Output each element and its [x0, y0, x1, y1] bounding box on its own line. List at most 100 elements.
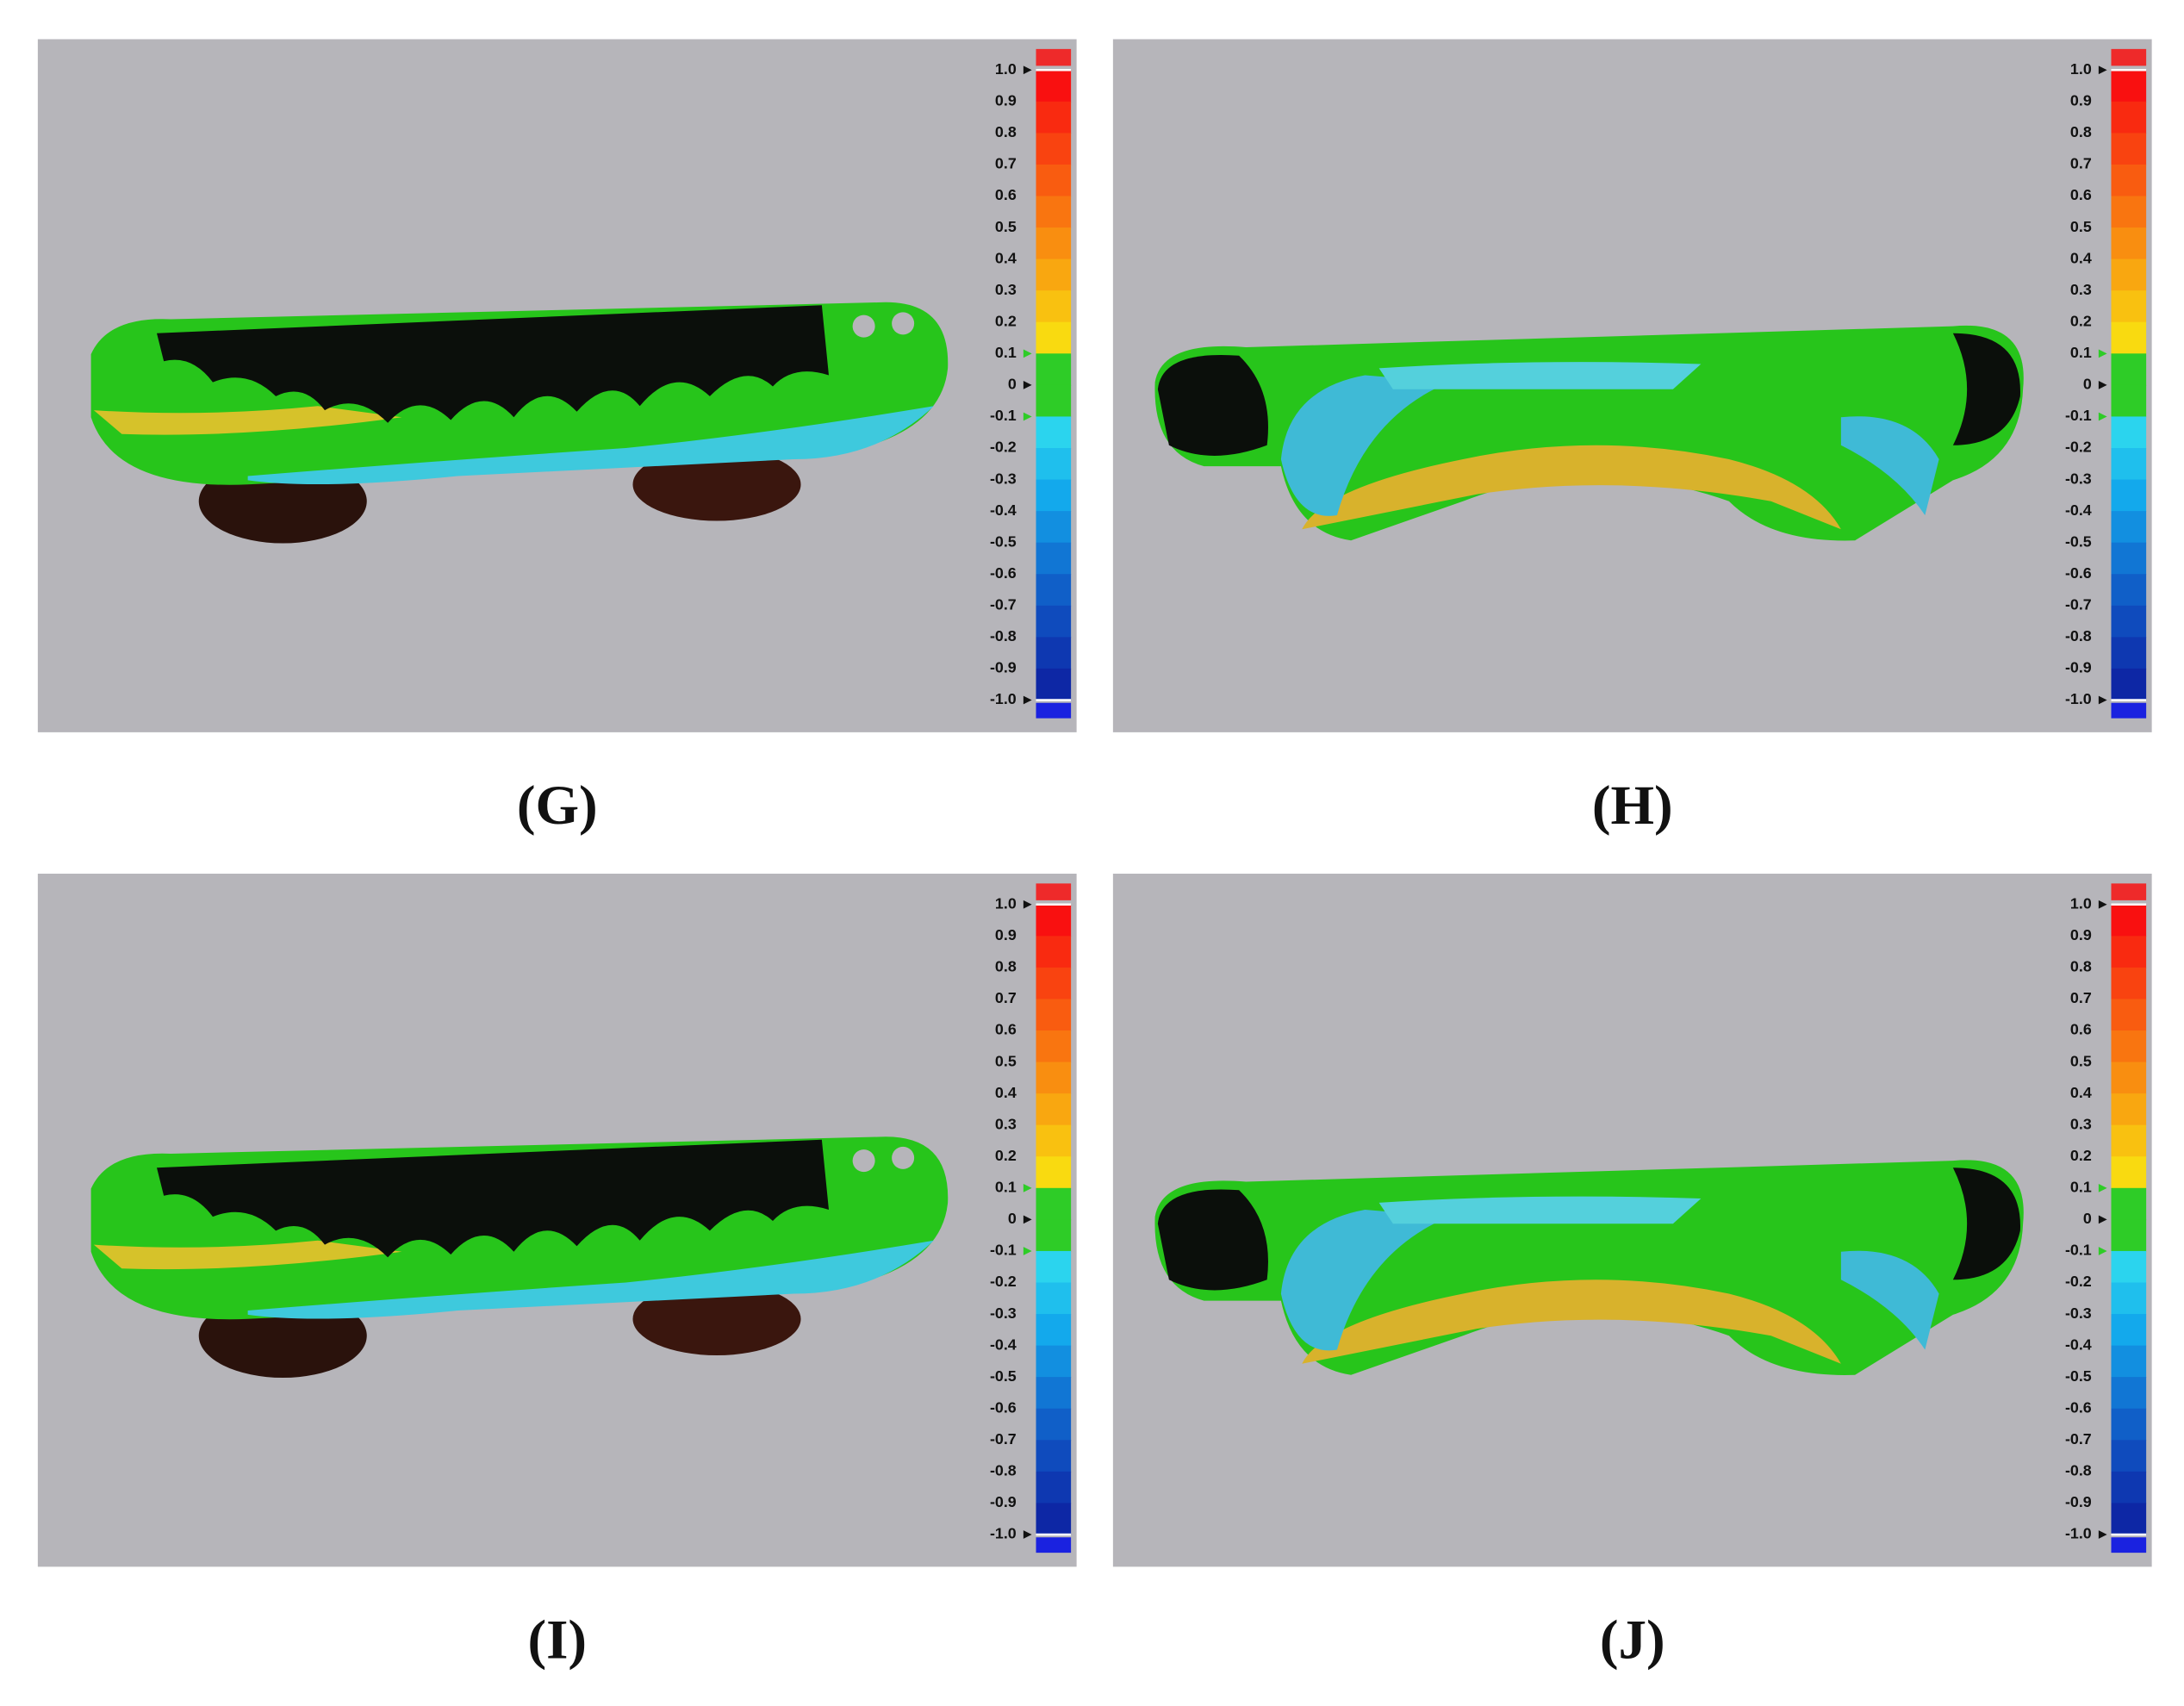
- colorbar-band: [2111, 290, 2147, 323]
- colorbar-arrow: [1023, 65, 1032, 75]
- colorbar-label: -0.3: [990, 1304, 1017, 1322]
- colorbar-band: [2111, 133, 2147, 165]
- panel: 1.0 0.9 0.8 0.7 0.6 0.5 0.4 0.3 0.2 0.1 0 -0.1 -0.2 -…: [1112, 39, 2152, 732]
- colorbar-label: -1.0: [990, 690, 1017, 707]
- colorbar-band: [2111, 258, 2147, 292]
- panel: 1.0 0.9 0.8 0.7 0.6 0.5 0.4 0.3 0.2 0.1 0 -0.1 -0.2 -…: [37, 39, 1077, 732]
- colorbar-arrow: [2098, 1215, 2107, 1224]
- colorbar-label: -0.3: [2065, 470, 2092, 487]
- colorbar-band: [1036, 1314, 1072, 1347]
- colorbar-band: [1036, 258, 1072, 292]
- colorbar-label: -0.2: [990, 439, 1017, 456]
- colorbar-label: -0.1: [2065, 407, 2092, 424]
- colorbar-arrow: [1023, 381, 1032, 389]
- colorbar-band: [1036, 353, 1072, 386]
- colorbar-label: 0.9: [2070, 92, 2092, 109]
- colorbar-band: [1036, 1345, 1072, 1379]
- colorbar-label: 0.4: [2070, 1084, 2092, 1101]
- colorbar-arrow: [2098, 1183, 2107, 1192]
- colorbar-band: [1036, 999, 1072, 1031]
- colorbar-label: 0: [2083, 1210, 2092, 1227]
- colorbar-label: 0.8: [2070, 958, 2092, 975]
- colorbar-band: [1036, 321, 1072, 355]
- colorbar-band: [1036, 511, 1072, 544]
- colorbar-band: [2111, 999, 2147, 1031]
- colorbar-band: [1036, 936, 1072, 968]
- colorbar-label: -0.6: [990, 564, 1017, 582]
- colorbar-label: 0.6: [2070, 1021, 2092, 1038]
- colorbar-label: -0.9: [2065, 659, 2092, 676]
- colorbar-label: 0.9: [995, 926, 1017, 943]
- colorbar-band: [2111, 70, 2147, 103]
- colorbar-band: [1036, 904, 1072, 937]
- colorbar-label: -0.5: [990, 532, 1017, 550]
- colorbar-band: [1036, 542, 1072, 576]
- colorbar-band: [1036, 668, 1072, 701]
- colorbar-cap: [2111, 883, 2147, 900]
- colorbar-arrow: [1023, 412, 1032, 421]
- colorbar-label: 0.3: [995, 1115, 1017, 1132]
- colorbar-label: -0.4: [2065, 501, 2092, 519]
- colorbar-band: [2111, 936, 2147, 968]
- colorbar-band: [1036, 384, 1072, 418]
- colorbar-arrow: [1023, 1183, 1032, 1192]
- colorbar-band: [1036, 1250, 1072, 1284]
- colorbar-band: [1036, 164, 1072, 197]
- colorbar-band: [1036, 1124, 1072, 1158]
- colorbar-band: [2111, 967, 2147, 1000]
- colorbar-label: 1.0: [2070, 894, 2092, 912]
- colorbar-band: [2111, 1219, 2147, 1252]
- colorbar-band: [2111, 227, 2147, 260]
- colorbar-label: 0.9: [2070, 926, 2092, 943]
- colorbar-band: [1036, 1062, 1072, 1094]
- colorbar-band: [2111, 321, 2147, 355]
- colorbar-band: [2111, 542, 2147, 576]
- colorbar-label: 0.8: [995, 123, 1017, 140]
- colorbar-band: [2111, 416, 2147, 449]
- colorbar-band: [1036, 1156, 1072, 1189]
- colorbar-label: 0.5: [995, 1052, 1017, 1069]
- colorbar-band: [1036, 1187, 1072, 1221]
- colorbar-label: 0.3: [2070, 281, 2092, 298]
- colorbar-label: -0.4: [2065, 1336, 2092, 1353]
- colorbar-band: [1036, 133, 1072, 165]
- colorbar-label: 0.6: [2070, 186, 2092, 203]
- colorbar-label: -0.2: [2065, 1273, 2092, 1290]
- colorbar-label: 0.1: [2070, 344, 2092, 361]
- colorbar-label: -0.6: [2065, 564, 2092, 582]
- colorbar-label: 0.4: [995, 249, 1017, 266]
- colorbar-band: [2111, 1062, 2147, 1094]
- colorbar-label: 0.5: [995, 218, 1017, 235]
- colorbar-label: -0.8: [990, 1462, 1017, 1479]
- panel-label: (J): [1600, 1609, 1665, 1671]
- colorbar-band: [1036, 1219, 1072, 1252]
- colorbar-band: [2111, 448, 2147, 481]
- colorbar-label: -0.7: [2065, 596, 2092, 613]
- colorbar-band: [2111, 1124, 2147, 1158]
- colorbar-label: -0.3: [2065, 1304, 2092, 1322]
- panel-label: (G): [517, 775, 598, 837]
- colorbar-label: -0.9: [990, 659, 1017, 676]
- colorbar-arrow: [2098, 65, 2107, 75]
- colorbar-band: [2111, 1030, 2147, 1063]
- colorbar-arrow: [2098, 412, 2107, 421]
- colorbar-band: [1036, 416, 1072, 449]
- colorbar-label: -1.0: [2065, 690, 2092, 707]
- colorbar-band: [1036, 70, 1072, 103]
- colorbar-band: [2111, 1250, 2147, 1284]
- colorbar-label: 0: [1008, 1210, 1017, 1227]
- colorbar-label: -0.2: [2065, 439, 2092, 456]
- colorbar-label: 0.3: [2070, 1115, 2092, 1132]
- colorbar-label: 1.0: [2070, 60, 2092, 78]
- colorbar-label: -0.2: [990, 1273, 1017, 1290]
- colorbar-band: [2111, 164, 2147, 197]
- colorbar-label: -0.5: [2065, 1367, 2092, 1385]
- colorbar-label: 0.7: [2070, 155, 2092, 172]
- colorbar-band: [2111, 384, 2147, 418]
- colorbar-label: 0.1: [995, 1179, 1017, 1196]
- colorbar-label: 0.2: [2070, 312, 2092, 329]
- colorbar-band: [2111, 605, 2147, 638]
- colorbar-label: 0.8: [2070, 123, 2092, 140]
- colorbar-label: -0.5: [2065, 532, 2092, 550]
